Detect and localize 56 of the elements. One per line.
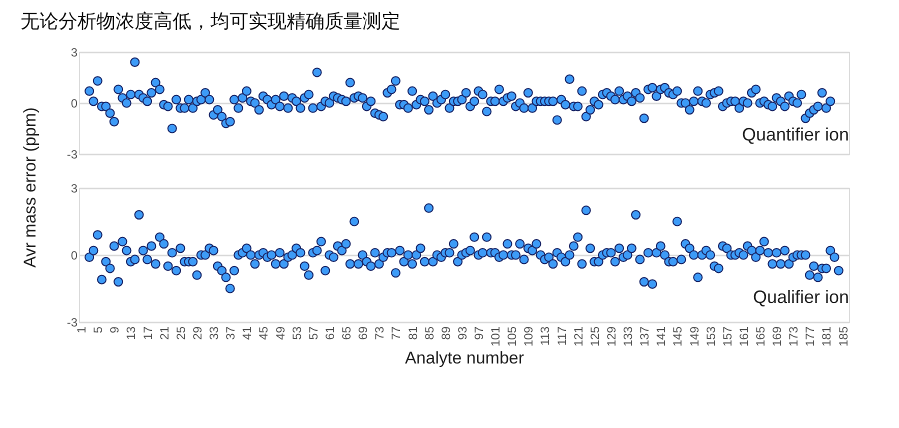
x-tick-label: 105: [505, 326, 520, 347]
x-tick-label: 85: [422, 326, 436, 340]
x-tick-label: 129: [604, 326, 618, 347]
x-tick-label: 137: [638, 326, 652, 347]
x-tick-label: 45: [256, 326, 271, 340]
y-tick-label: 0: [70, 248, 78, 262]
x-tick-label: 53: [290, 326, 304, 340]
x-tick-label: 89: [438, 326, 453, 340]
x-tick-label: 125: [588, 326, 602, 347]
annotation: Quantifier ion: [742, 124, 849, 145]
x-tick-label: 145: [670, 326, 685, 347]
x-tick-label: 41: [240, 326, 254, 340]
x-tick-label: 77: [389, 326, 404, 340]
x-tick-label: 25: [174, 326, 188, 340]
x-tick-label: 153: [704, 326, 718, 347]
x-tick-label: 161: [736, 326, 751, 347]
x-tick-label: 165: [753, 326, 768, 347]
x-tick-label: 109: [522, 326, 536, 347]
x-tick-label: 177: [803, 326, 818, 347]
x-tick-label: 69: [356, 326, 370, 340]
x-tick-label: 21: [157, 326, 172, 340]
y-tick-label: 3: [70, 182, 78, 196]
x-tick-label: 5: [91, 326, 106, 334]
x-tick-label: 101: [488, 326, 503, 347]
x-tick-label: 49: [273, 326, 288, 340]
x-tick-label: 29: [190, 326, 204, 340]
x-tick-label: 113: [538, 326, 552, 346]
y-tick-label: -3: [66, 148, 78, 162]
x-tick-label: 13: [124, 326, 138, 340]
x-tick-label: 181: [820, 326, 834, 347]
x-tick-label: 133: [621, 326, 636, 347]
x-tick-label: 9: [108, 326, 122, 334]
y-tick-label: 3: [70, 46, 78, 60]
x-tick-label: 117: [554, 326, 569, 346]
x-tick-label: 149: [687, 326, 702, 347]
x-tick-label: 33: [207, 326, 222, 340]
x-tick-label: 65: [340, 326, 354, 340]
x-tick-label: 157: [720, 326, 734, 347]
x-tick-label: 93: [455, 326, 470, 340]
x-tick-label: 73: [372, 326, 387, 340]
x-tick-label: 173: [786, 326, 801, 347]
x-tick-label: 57: [306, 326, 320, 340]
y-tick-label: 0: [70, 96, 78, 110]
x-tick-label: 185: [836, 326, 850, 347]
x-tick-label: 17: [140, 326, 155, 340]
x-tick-label: 37: [224, 326, 238, 340]
x-tick-label: 121: [571, 326, 586, 347]
y-axis-title: Avr mass error (ppm): [20, 107, 40, 268]
x-tick-label: 97: [472, 326, 486, 340]
x-tick-label: 169: [770, 326, 784, 347]
x-tick-label: 81: [406, 326, 420, 340]
x-tick-label: 141: [654, 326, 668, 347]
annotation: Qualifier ion: [752, 286, 849, 307]
x-axis-title: Analyte number: [404, 348, 524, 368]
chart-title: 无论分析物浓度高低，均可实现精确质量测定: [20, 10, 400, 32]
x-tick-label: 61: [322, 326, 337, 340]
